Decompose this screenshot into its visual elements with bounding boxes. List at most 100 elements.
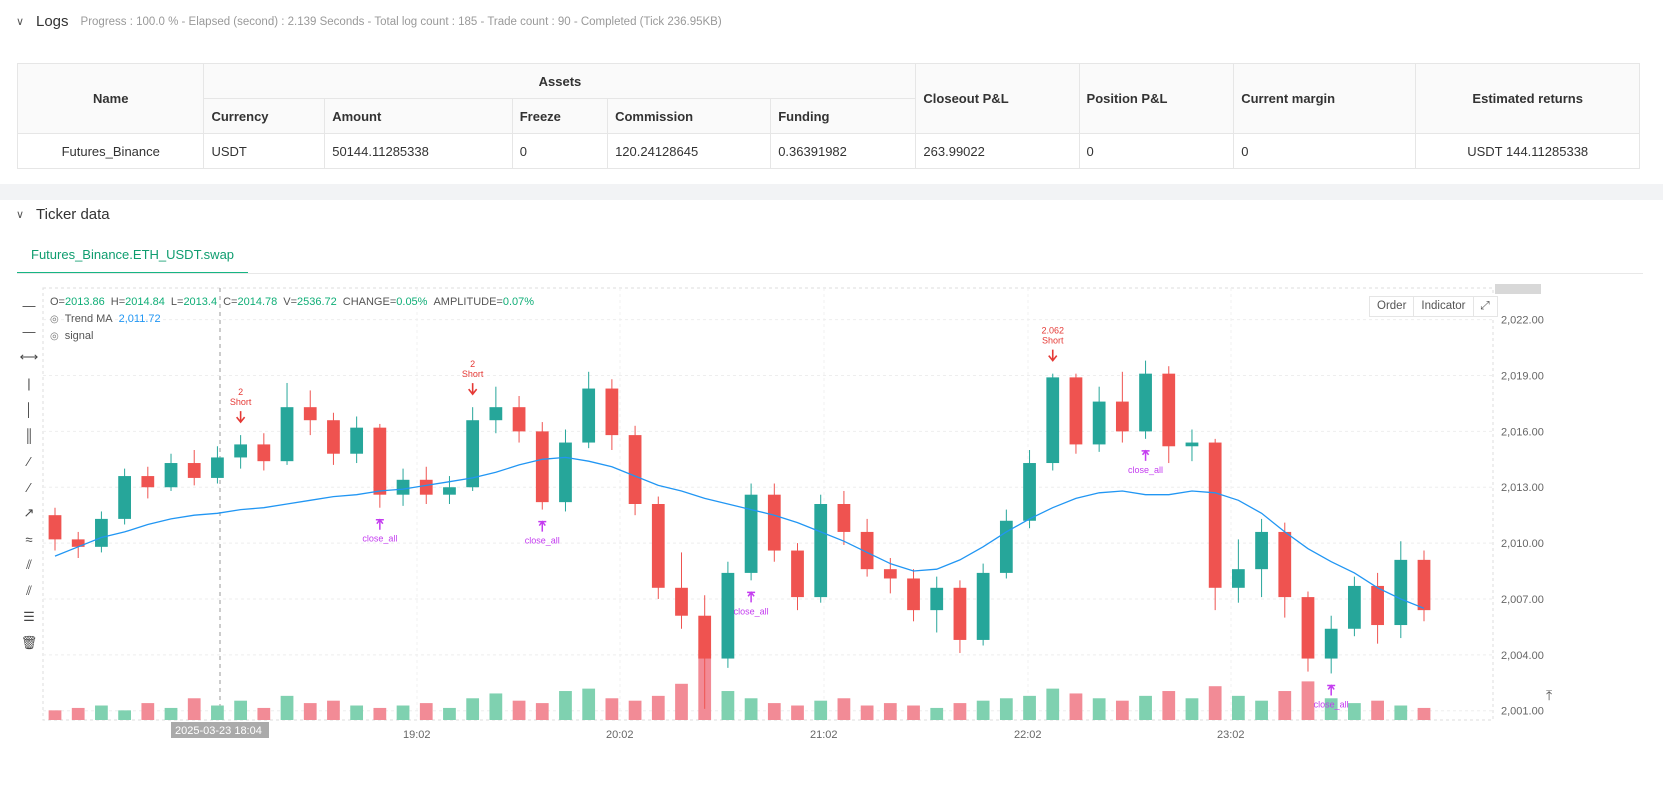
scroll-to-end-icon[interactable]: ⤒ [1546,687,1552,703]
volume-bar [1023,695,1036,720]
volume-bar [1231,695,1245,720]
trend-ray-icon[interactable]: ∕ [27,479,31,495]
legend-trend-ma[interactable]: ◎ Trend MA 2,011.72 [50,311,534,328]
pitchfork-icon[interactable]: ⫽ [26,583,32,598]
volume-bar [883,703,897,720]
volume-bar [605,698,619,720]
volume-bar [466,698,480,720]
close-all-label: close_all [1128,465,1163,475]
short-qty-label: 2 [238,387,243,397]
vertical-segment-icon[interactable]: │ [24,401,34,417]
ticker-header[interactable]: ∨ Ticker data [16,206,110,223]
candle-body [164,463,178,488]
vertical-line-icon[interactable]: | [27,375,31,391]
close-all-label: close_all [734,606,769,616]
ohlc-item: AMPLITUDE=0.07% [433,294,534,311]
candle-body [1139,373,1152,432]
candle-body [512,407,526,432]
volume-bar [373,707,387,720]
volume-bar [930,707,944,720]
candle-body [605,388,619,436]
candle-body [907,578,920,611]
col-position-pl: Position P&L [1078,63,1235,134]
short-label: Short [462,369,484,379]
candle-body [48,515,62,540]
cell-closeout-pl: 263.99022 [915,133,1080,169]
indicator-button[interactable]: Indicator [1413,296,1474,317]
candle-body [373,427,387,495]
horizontal-ray-icon[interactable]: ⟷ [19,349,39,364]
volume-bar [164,707,178,720]
y-tick-label: 2,016.00 [1501,426,1544,438]
volume-bar [118,710,131,720]
col-currency: Currency [203,98,326,134]
volume-bar [1255,700,1268,720]
col-current-margin: Current margin [1233,63,1417,134]
candle-body [1208,442,1222,588]
volume-bar [1115,700,1129,720]
y-tick-label: 2,013.00 [1501,482,1544,494]
eye-icon[interactable]: ◎ [50,331,59,342]
short-qty-label: 2.062 [1041,326,1064,336]
ohlc-item: CHANGE=0.05% [343,294,428,311]
candle-body [721,572,735,659]
candle-body [976,572,990,640]
fibonacci-icon[interactable]: ☰ [23,609,35,624]
parallel-channel-icon[interactable]: ⫽ [26,557,32,572]
cursor-icon[interactable]: — [22,297,36,313]
y-tick-label: 2,001.00 [1501,706,1544,718]
ohlc-item: O=2013.86 [50,294,105,311]
y-tick-label: 2,019.00 [1501,371,1544,383]
volume-bar [211,705,224,720]
cell-current-margin: 0 [1233,133,1417,169]
y-tick-label: 2,007.00 [1501,594,1544,606]
candle-body [1417,559,1431,611]
cell-estimated-returns: USDT 144.11285338 [1415,133,1640,169]
short-arrow-icon [468,383,478,396]
ohlc-key: AMPLITUDE= [433,296,503,308]
eye-icon[interactable]: ◎ [50,314,59,325]
ohlc-item: H=2014.84 [111,294,165,311]
horizontal-line-icon[interactable]: — [22,323,36,339]
volume-bar [837,698,851,720]
close-arrow-icon [1141,449,1150,461]
candle-body [211,457,224,478]
candle-body [1371,585,1384,626]
candle-body [1162,373,1176,447]
y-tick-label: 2,022.00 [1501,315,1544,327]
extended-line-icon[interactable]: ↗ [23,505,35,520]
ohlc-value: 2013.86 [64,296,105,308]
candle-body [930,587,944,611]
candle-body [443,487,456,495]
cell-amount: 50144.11285338 [324,133,513,169]
volume-bar [628,700,642,720]
order-button[interactable]: Order [1369,296,1415,317]
cell-funding: 0.36391982 [770,133,917,169]
vertical-ray-icon[interactable]: ║ [24,427,34,443]
candle-body [71,539,85,547]
legend-signal[interactable]: ◎ signal [50,328,534,345]
logs-header[interactable]: ∨ Logs Progress : 100.0 % - Elapsed (sec… [16,13,722,30]
volume-bar [953,703,967,720]
table-row: Futures_Binance USDT 50144.11285338 0 12… [16,133,1640,169]
cell-commission: 120.24128645 [607,133,772,169]
trash-icon[interactable]: 🗑 [20,635,38,650]
candlestick-chart[interactable]: 2,022.00 2,019.00 2,016.00 2,013.00 2,010.00… [0,200,1663,794]
volume-bar [559,691,572,720]
trend-line-icon[interactable]: ∕ [27,453,31,469]
col-estimated-returns: Estimated returns [1415,63,1640,134]
x-tick-label: 19:02 [403,729,431,741]
candle-body [141,476,155,488]
volume-bar [1324,698,1338,720]
volume-bar [675,683,688,720]
chevron-down-icon[interactable]: ∨ [16,209,25,221]
volume-bar [419,703,433,720]
fullscreen-icon[interactable]: ⤢ [1472,296,1498,317]
y-tick-label: 2,010.00 [1501,538,1544,550]
chevron-down-icon[interactable]: ∨ [16,16,25,28]
price-range-icon[interactable]: ≈ [25,531,33,547]
candle-body [234,444,248,458]
candle-body [1324,628,1338,659]
short-qty-label: 2 [470,359,475,369]
ohlc-key: L= [170,296,184,308]
